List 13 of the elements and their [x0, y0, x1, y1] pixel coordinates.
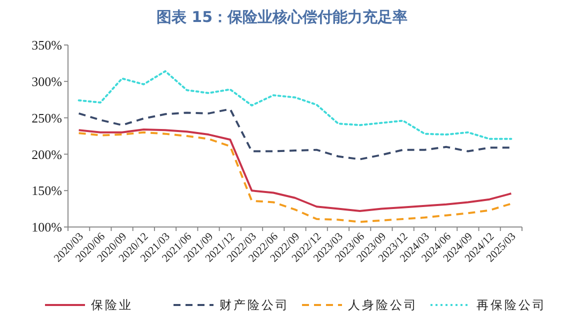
- y-tick-label: 200%: [32, 146, 62, 162]
- y-tick-label: 100%: [32, 220, 62, 235]
- y-tick-label: 350%: [32, 38, 62, 53]
- legend-label: 人身险公司: [348, 298, 418, 312]
- y-tick-label: 300%: [32, 74, 62, 89]
- line-series: [78, 108, 512, 160]
- chart-title: 图表 15：保险业核心偿付能力充足率: [156, 8, 408, 26]
- line-series: [78, 70, 512, 140]
- y-tick-label: 250%: [32, 110, 62, 126]
- legend-label: 财产险公司: [220, 298, 290, 312]
- legend-label: 再保险公司: [476, 298, 546, 312]
- y-tick-label: 150%: [32, 183, 62, 198]
- legend-label: 保险业: [91, 298, 133, 312]
